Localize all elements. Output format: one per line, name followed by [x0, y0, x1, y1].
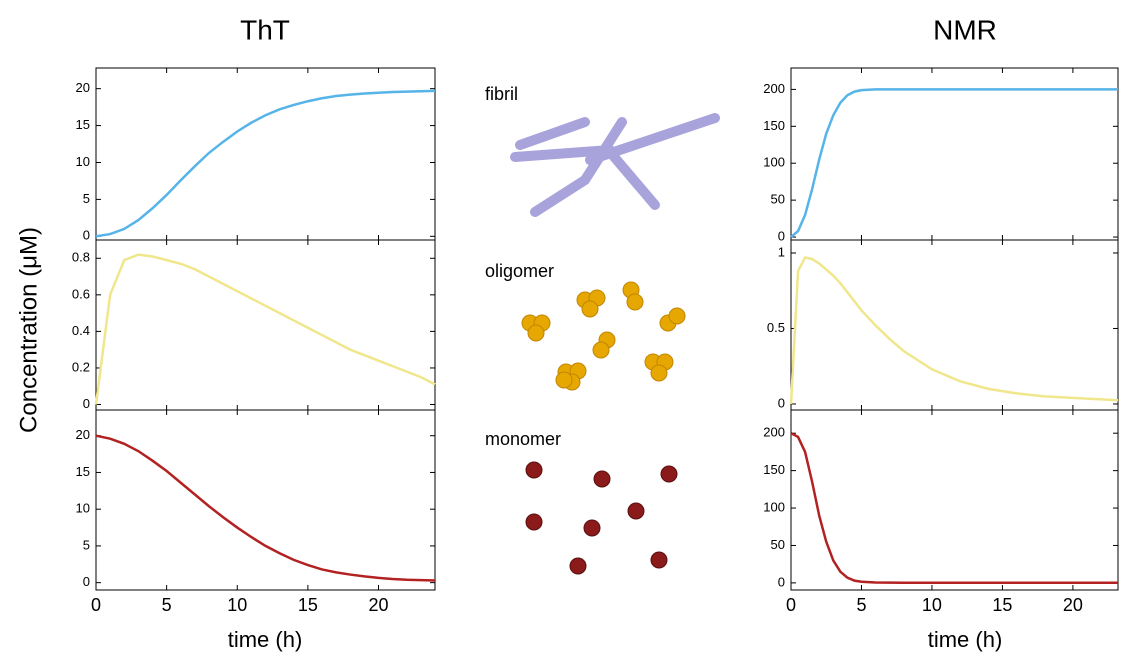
- y-tick-label: 15: [76, 117, 90, 132]
- data-line: [95, 89, 436, 238]
- y-tick-label: 0: [83, 574, 90, 589]
- x-tick-label: 20: [1063, 595, 1083, 615]
- y-tick-label: 0: [83, 396, 90, 411]
- y-tick-label: 0: [83, 228, 90, 243]
- y-tick-label: 150: [763, 462, 785, 477]
- fibril-illustration: [510, 113, 720, 217]
- y-tick-label: 5: [83, 537, 90, 552]
- y-tick-label: 20: [76, 80, 90, 95]
- species-label: fibril: [485, 84, 518, 104]
- y-tick-label: 10: [76, 501, 90, 516]
- y-tick-label: 50: [771, 192, 785, 207]
- x-tick-label: 10: [227, 595, 247, 615]
- data-line: [790, 88, 1118, 239]
- x-tick-label: 20: [368, 595, 388, 615]
- y-tick-label: 15: [76, 464, 90, 479]
- data-line: [789, 256, 1119, 405]
- x-tick-label: 0: [786, 595, 796, 615]
- y-tick-label: 0.2: [72, 359, 90, 374]
- plot-frame: [95, 409, 436, 591]
- y-tick-label: 0.5: [767, 320, 785, 335]
- y-tick-label: 150: [763, 118, 785, 133]
- y-tick-label: 100: [763, 499, 785, 514]
- y-tick-label: 0: [778, 228, 785, 243]
- x-tick-label: 0: [91, 595, 101, 615]
- x-tick-label: 10: [922, 595, 942, 615]
- y-tick-label: 1: [778, 244, 785, 259]
- y-tick-label: 0: [778, 395, 785, 410]
- monomer-illustration: [525, 461, 678, 575]
- y-tick-label: 0.4: [72, 323, 90, 338]
- y-tick-label: 10: [76, 154, 90, 169]
- y-tick-label: 20: [76, 427, 90, 442]
- species-label: oligomer: [485, 261, 554, 281]
- x-axis-label: time (h): [228, 627, 303, 652]
- x-tick-label: 15: [298, 595, 318, 615]
- x-tick-label: 15: [992, 595, 1012, 615]
- column-title: NMR: [933, 14, 997, 45]
- y-tick-label: 0.6: [72, 286, 90, 301]
- y-tick-label: 100: [763, 155, 785, 170]
- y-tick-label: 50: [771, 537, 785, 552]
- oligomer-illustration: [521, 281, 686, 391]
- x-tick-label: 5: [162, 595, 172, 615]
- y-tick-label: 200: [763, 81, 785, 96]
- y-tick-label: 5: [83, 191, 90, 206]
- x-axis-label: time (h): [928, 627, 1003, 652]
- plot-frame: [790, 239, 1119, 411]
- data-line: [95, 434, 436, 582]
- data-line: [790, 432, 1118, 585]
- plot-frame: [790, 409, 1119, 591]
- y-tick-label: 0.8: [72, 250, 90, 265]
- plot-frame: [790, 67, 1119, 241]
- column-title: ThT: [240, 14, 290, 45]
- plot-frame: [95, 239, 436, 411]
- y-tick-label: 0: [778, 574, 785, 589]
- y-axis-label: Concentration (μM): [15, 227, 42, 433]
- y-tick-label: 200: [763, 425, 785, 440]
- x-tick-label: 5: [856, 595, 866, 615]
- species-label: monomer: [485, 429, 561, 449]
- data-line: [94, 253, 436, 405]
